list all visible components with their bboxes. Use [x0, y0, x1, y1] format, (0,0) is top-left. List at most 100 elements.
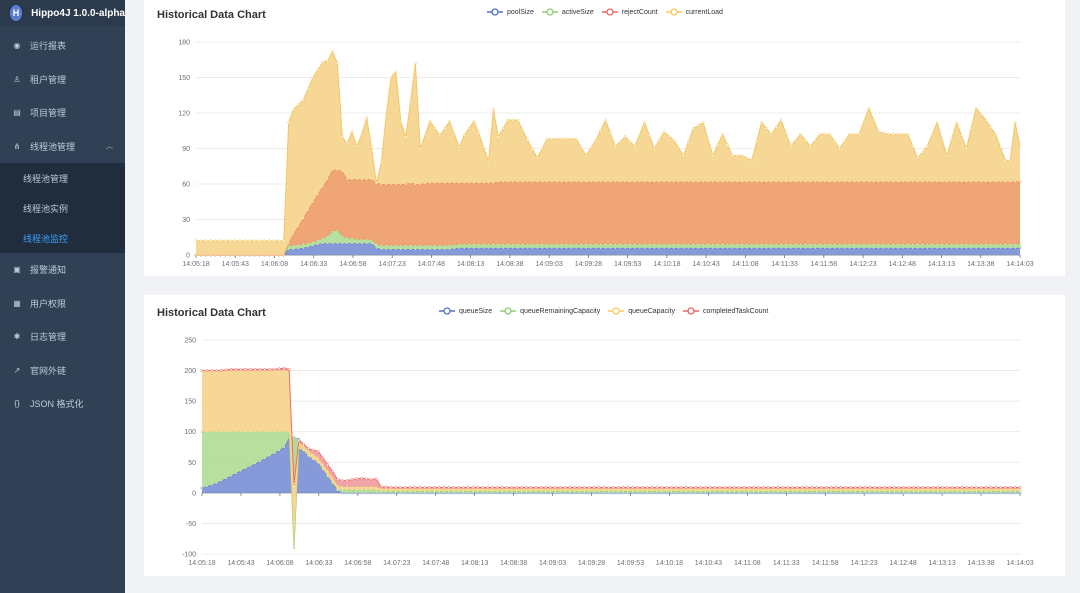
x-tick-label: 14:06:58 — [344, 560, 371, 567]
point-current-load — [960, 134, 963, 137]
sidebar-item-permission[interactable]: ▦ 用户权限 — [0, 287, 125, 321]
legend-pool-size[interactable]: poolSize — [487, 8, 534, 16]
point-completed-task-count — [825, 486, 828, 489]
submenu-item-threadpool-instance[interactable]: 线程池实例 — [23, 203, 69, 214]
legend-label: queueCapacity — [628, 307, 675, 315]
point-current-load — [618, 140, 622, 143]
area-reject-count — [196, 169, 1020, 255]
legend-current-load[interactable]: currentLoad — [665, 8, 723, 16]
sidebar-item-json[interactable]: {} JSON 格式化 — [0, 387, 125, 421]
sidebar-item-alarm[interactable]: ▣ 报警通知 — [0, 253, 125, 287]
point-completed-task-count — [239, 367, 243, 371]
legend-active-size[interactable]: activeSize — [541, 8, 594, 16]
point-completed-task-count — [994, 486, 998, 489]
user-icon: ♙ — [13, 74, 21, 84]
point-current-load — [911, 144, 915, 148]
point-completed-task-count — [602, 486, 606, 489]
submenu-item-threadpool-manage[interactable]: 线程池管理 — [23, 173, 69, 184]
point-current-load — [301, 98, 305, 102]
chevron-up-icon: ︿ — [106, 143, 113, 151]
point-completed-task-count — [258, 367, 262, 371]
legend-reject-count[interactable]: rejectCount — [601, 8, 658, 16]
legend-queue-size[interactable]: queueSize — [439, 307, 492, 315]
y-tick-label: 250 — [184, 338, 196, 345]
point-current-load — [613, 144, 617, 148]
point-current-load — [701, 121, 705, 124]
sidebar-item-project[interactable]: ▤ 项目管理 — [0, 96, 125, 130]
point-completed-task-count — [849, 486, 852, 489]
point-current-load — [599, 128, 603, 132]
point-current-load — [872, 118, 876, 122]
sidebar-item-log[interactable]: ✱ 日志管理 — [0, 320, 125, 354]
point-current-load — [662, 130, 666, 134]
x-tick-label: 14:11:08 — [734, 560, 761, 567]
point-completed-task-count — [631, 486, 635, 489]
legend-label: poolSize — [507, 8, 534, 16]
y-tick-label: -100 — [182, 552, 196, 559]
point-current-load — [340, 135, 344, 139]
point-completed-task-count — [544, 486, 548, 489]
point-current-load — [804, 138, 807, 142]
x-tick-label: 14:09:28 — [578, 560, 605, 567]
sidebar: H Hippo4J 1.0.0-alpha ◉ 运行报表 ♙ 租户管理 ▤ 项目… — [0, 0, 125, 593]
legend-queue-capacity[interactable]: queueCapacity — [608, 307, 675, 315]
point-completed-task-count — [423, 486, 427, 489]
point-completed-task-count — [220, 368, 223, 372]
point-completed-task-count — [578, 486, 581, 489]
x-tick-label: 14:13:13 — [928, 560, 955, 567]
x-tick-label: 14:08:13 — [461, 560, 488, 567]
point-current-load — [540, 147, 544, 150]
point-completed-task-count — [854, 486, 857, 489]
point-completed-task-count — [413, 486, 417, 489]
sidebar-item-threadpool[interactable]: ⋔ 线程池管理 ︿ — [0, 130, 125, 164]
point-completed-task-count — [360, 476, 364, 480]
point-current-load — [584, 154, 588, 157]
chart-legend: queueSize queueRemainingCapacity queueCa… — [439, 307, 776, 315]
sidebar-item-tenant[interactable]: ♙ 租户管理 — [0, 63, 125, 97]
point-completed-task-count — [883, 486, 886, 489]
point-completed-task-count — [616, 486, 620, 489]
point-completed-task-count — [515, 486, 518, 489]
point-current-load — [965, 147, 968, 150]
point-current-load — [784, 131, 788, 135]
legend-queue-remaining-capacity[interactable]: queueRemainingCapacity — [500, 307, 600, 315]
point-completed-task-count — [597, 486, 601, 489]
point-current-load — [1008, 158, 1012, 162]
point-current-load — [443, 127, 447, 130]
sidebar-item-website[interactable]: ↗ 官网外链 — [0, 354, 125, 388]
point-completed-task-count — [699, 486, 702, 489]
x-tick-label: 14:05:18 — [182, 261, 209, 268]
point-completed-task-count — [820, 486, 823, 489]
point-completed-task-count — [887, 486, 891, 489]
point-completed-task-count — [307, 447, 310, 451]
sidebar-item-dashboard[interactable]: ◉ 运行报表 — [0, 29, 125, 63]
legend-completed-task-count[interactable]: completedTaskCount — [682, 307, 768, 315]
y-tick-label: 90 — [182, 146, 190, 153]
point-current-load — [345, 142, 349, 146]
point-completed-task-count — [757, 486, 760, 489]
point-current-load — [682, 154, 685, 157]
point-current-load — [287, 121, 290, 124]
point-completed-task-count — [553, 486, 557, 489]
grid-icon: ▦ — [13, 298, 21, 308]
point-completed-task-count — [529, 486, 533, 489]
x-tick-label: 14:07:23 — [379, 261, 406, 268]
point-completed-task-count — [234, 367, 238, 371]
submenu-item-threadpool-monitor[interactable]: 线程池监控 — [23, 233, 69, 244]
point-completed-task-count — [844, 486, 848, 489]
point-current-load — [243, 239, 247, 243]
point-current-load — [847, 132, 851, 136]
point-current-load — [774, 125, 778, 129]
point-completed-task-count — [626, 486, 630, 489]
point-current-load — [297, 103, 300, 107]
point-current-load — [891, 132, 895, 136]
sidebar-item-label: 运行报表 — [30, 41, 67, 52]
point-current-load — [267, 239, 271, 243]
point-completed-task-count — [950, 486, 954, 489]
point-completed-task-count — [612, 486, 615, 489]
chart-legend: poolSize activeSize rejectCount currentL… — [487, 8, 731, 16]
point-current-load — [336, 61, 339, 65]
point-current-load — [808, 144, 812, 148]
threadpool-submenu: 线程池管理 线程池实例 线程池监控 — [0, 163, 125, 253]
point-current-load — [306, 87, 310, 91]
